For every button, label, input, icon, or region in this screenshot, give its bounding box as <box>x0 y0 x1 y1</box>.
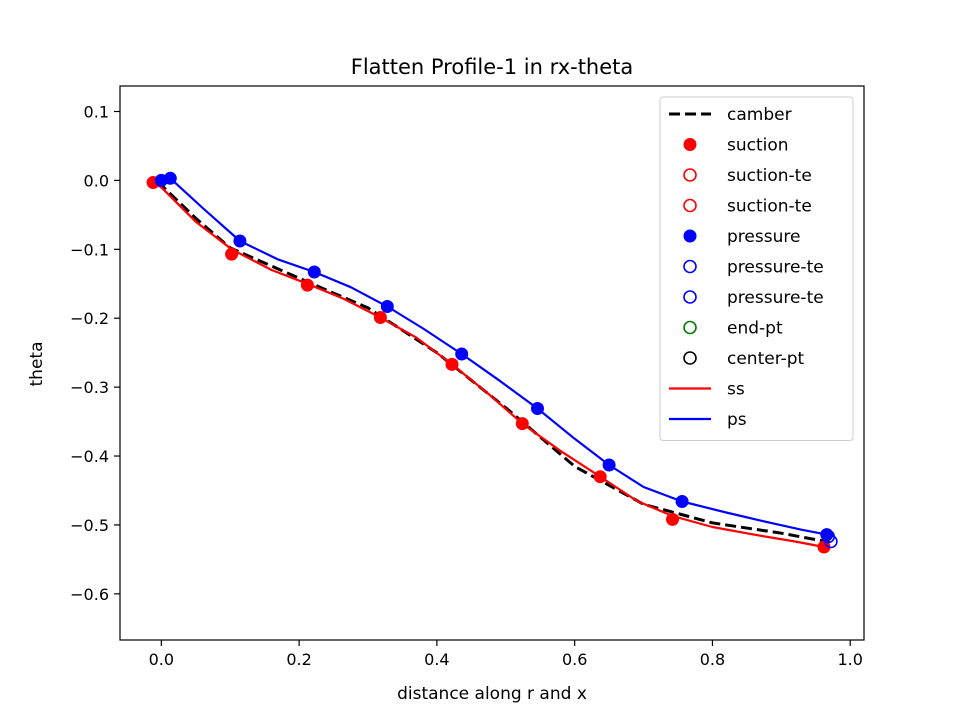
legend-label: suction <box>727 136 789 156</box>
chart-title: Flatten Profile-1 in rx-theta <box>351 55 634 79</box>
data-point-suction <box>225 247 239 261</box>
data-point-suction <box>300 278 314 292</box>
legend-swatch-pressure-te <box>683 290 697 304</box>
data-point-suction <box>666 512 679 526</box>
data-point-pressure <box>455 347 469 361</box>
legend-swatch-pressure-te <box>683 259 697 274</box>
data-point-suction <box>445 357 459 371</box>
y-tick-label: 0.0 <box>84 171 109 190</box>
legend-label: center-pt <box>727 349 805 369</box>
y-tick-label: −0.1 <box>70 240 109 259</box>
y-tick-label: −0.4 <box>70 447 109 466</box>
plot-frame <box>119 85 865 641</box>
legend-swatch-center-pt <box>683 351 697 365</box>
data-point-suction <box>515 417 529 431</box>
legend-label: suction-te <box>727 197 812 217</box>
data-point-pressure <box>307 265 321 279</box>
data-point-pressure <box>531 402 544 415</box>
x-tick-label: 0.4 <box>424 650 449 669</box>
data-point-pressure <box>602 458 616 472</box>
legend-label: ps <box>727 410 747 430</box>
y-axis-label: theta <box>27 342 47 387</box>
x-tick-label: 0.6 <box>562 650 587 669</box>
x-axis-label: distance along r and x <box>397 684 587 704</box>
legend-swatch-suction-te <box>683 168 697 182</box>
plot-content <box>146 171 838 554</box>
x-tick-label: 0.0 <box>149 650 174 669</box>
data-point-pressure <box>233 234 247 248</box>
data-point-suction <box>593 470 607 484</box>
series-line-ps <box>161 177 828 536</box>
series-line-ss <box>152 181 825 549</box>
legend: camber suction suction-te suction-te pressur… <box>659 96 854 441</box>
legend-swatch-pressure <box>683 229 697 243</box>
y-tick-label: −0.3 <box>70 378 109 397</box>
legend-swatch-suction-te <box>683 198 697 213</box>
legend-swatch-end-pt <box>683 320 697 335</box>
legend-swatch-suction <box>683 138 697 151</box>
legend-label: ss <box>727 380 745 400</box>
data-point-pressure <box>163 171 177 185</box>
legend-label: pressure <box>727 227 800 247</box>
x-tick-label: 0.2 <box>286 650 311 669</box>
plot-area <box>146 171 838 554</box>
data-point-pressure-te <box>824 534 838 549</box>
legend-label: suction-te <box>727 166 812 186</box>
y-tick-label: −0.2 <box>70 309 109 328</box>
legend-label: camber <box>727 105 792 125</box>
y-tick-label: −0.5 <box>70 516 109 535</box>
x-tick-label: 0.8 <box>700 650 725 669</box>
y-tick-label: 0.1 <box>84 102 109 121</box>
y-tick-label: −0.6 <box>70 585 109 604</box>
data-point-suction <box>373 311 387 324</box>
legend-label: pressure-te <box>727 288 824 308</box>
legend-label: end-pt <box>727 319 783 339</box>
legend-box <box>659 96 854 441</box>
x-tick-label: 1.0 <box>837 650 862 669</box>
data-point-pressure <box>675 495 689 508</box>
data-point-pressure <box>380 300 394 313</box>
legend-label: pressure-te <box>727 258 824 278</box>
axes: 0.0 0.2 0.4 0.6 0.8 1.0 0.1 0.0 −0.1 −0.2 −0.3 −0.4… <box>70 85 865 669</box>
